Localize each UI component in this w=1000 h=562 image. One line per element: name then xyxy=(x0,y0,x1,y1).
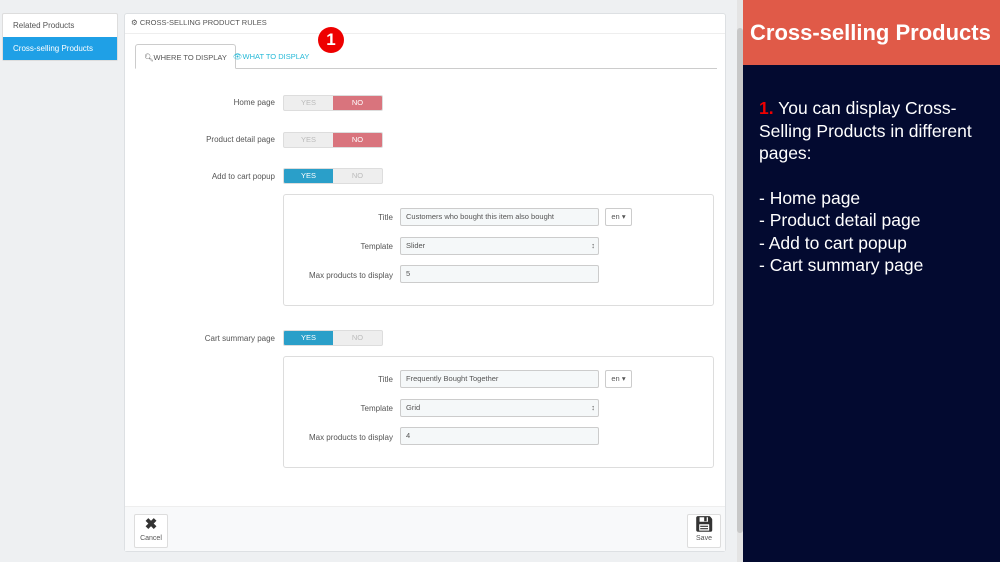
template-select[interactable]: Grid ↕ xyxy=(400,399,599,417)
info-bullets: - Home page - Product detail page - Add … xyxy=(759,187,990,277)
yes-option[interactable]: YES xyxy=(300,135,316,144)
yes-option[interactable]: YES xyxy=(284,331,333,345)
no-option[interactable]: NO xyxy=(333,96,382,110)
sidebar-item-cross-selling-products[interactable]: Cross-selling Products xyxy=(3,37,117,60)
title-input[interactable]: Customers who bought this item also boug… xyxy=(400,208,599,226)
add-to-cart-popup-label: Add to cart popup xyxy=(211,172,275,181)
title-label: Title xyxy=(378,213,393,222)
home-page-toggle[interactable]: YES NO xyxy=(283,95,383,111)
floppy-disk-icon: 💾︎ xyxy=(694,516,714,533)
home-page-label: Home page xyxy=(233,98,275,107)
add-to-cart-popup-toggle[interactable]: YES NO xyxy=(283,168,383,184)
bullet-item: - Product detail page xyxy=(759,210,921,230)
template-label: Template xyxy=(360,242,393,251)
template-select[interactable]: Slider ↕ xyxy=(400,237,599,255)
info-panel: 1. You can display Cross-Selling Product… xyxy=(743,65,1000,562)
no-option[interactable]: NO xyxy=(333,133,382,147)
max-products-input[interactable]: 5 xyxy=(400,265,599,283)
cogs-icon: ⚙ xyxy=(131,18,140,27)
eye-icon: 👁︎ xyxy=(233,52,243,61)
rules-panel: ⚙ Cross-selling Product Rules 🔍︎Where to… xyxy=(124,13,726,552)
bullet-item: - Add to cart popup xyxy=(759,232,907,253)
caret-down-icon: ▾ xyxy=(619,374,626,383)
title-label: Title xyxy=(378,375,393,384)
info-heading: Cross-selling Products xyxy=(743,0,1000,65)
tab-where-to-display[interactable]: 🔍︎Where to display xyxy=(135,44,236,69)
yes-option[interactable]: YES xyxy=(300,98,316,107)
close-icon: ✖ xyxy=(144,516,158,533)
max-products-label: Max products to display xyxy=(308,271,393,280)
sidebar-item-related-products[interactable]: Related Products xyxy=(13,21,75,30)
caret-down-icon: ▾ xyxy=(619,212,626,221)
cart-settings-box: Title Frequently Bought Together en ▾ Te… xyxy=(283,356,714,468)
step-badge: 1 xyxy=(318,27,344,53)
panel-header: ⚙ Cross-selling Product Rules xyxy=(125,14,725,34)
sidebar: Related Products Cross-selling Products xyxy=(2,13,118,61)
yes-option[interactable]: YES xyxy=(284,169,333,183)
product-detail-toggle[interactable]: YES NO xyxy=(283,132,383,148)
scrollbar-thumb[interactable] xyxy=(737,28,743,533)
tab-what-to-display[interactable]: 👁︎What to display xyxy=(233,52,310,61)
select-arrows-icon: ↕ xyxy=(591,403,595,412)
cancel-button[interactable]: ✖ Cancel xyxy=(134,514,168,548)
language-dropdown[interactable]: en ▾ xyxy=(605,208,632,226)
panel-footer: ✖ Cancel 💾︎ Save xyxy=(125,506,725,551)
popup-settings-box: Title Customers who bought this item als… xyxy=(283,194,714,306)
cart-summary-toggle[interactable]: YES NO xyxy=(283,330,383,346)
no-option[interactable]: NO xyxy=(351,333,364,342)
tab-bar: 🔍︎Where to display 👁︎What to display xyxy=(135,44,717,69)
select-arrows-icon: ↕ xyxy=(591,241,595,250)
bullet-item: - Home page xyxy=(759,187,861,208)
no-option[interactable]: NO xyxy=(351,171,364,180)
template-label: Template xyxy=(360,404,393,413)
save-button[interactable]: 💾︎ Save xyxy=(687,514,721,548)
scrollbar[interactable] xyxy=(737,0,743,562)
bullet-item: - Cart summary page xyxy=(759,255,924,275)
title-input[interactable]: Frequently Bought Together xyxy=(400,370,599,388)
max-products-input[interactable]: 4 xyxy=(400,427,599,445)
cart-summary-label: Cart summary page xyxy=(204,334,275,343)
language-dropdown[interactable]: en ▾ xyxy=(605,370,632,388)
info-text: 1. You can display Cross-Selling Product… xyxy=(759,98,972,163)
max-products-label: Max products to display xyxy=(308,433,393,442)
product-detail-label: Product detail page xyxy=(206,135,275,144)
panel-title: Cross-selling Product Rules xyxy=(139,18,267,27)
search-icon: 🔍︎ xyxy=(144,53,154,62)
